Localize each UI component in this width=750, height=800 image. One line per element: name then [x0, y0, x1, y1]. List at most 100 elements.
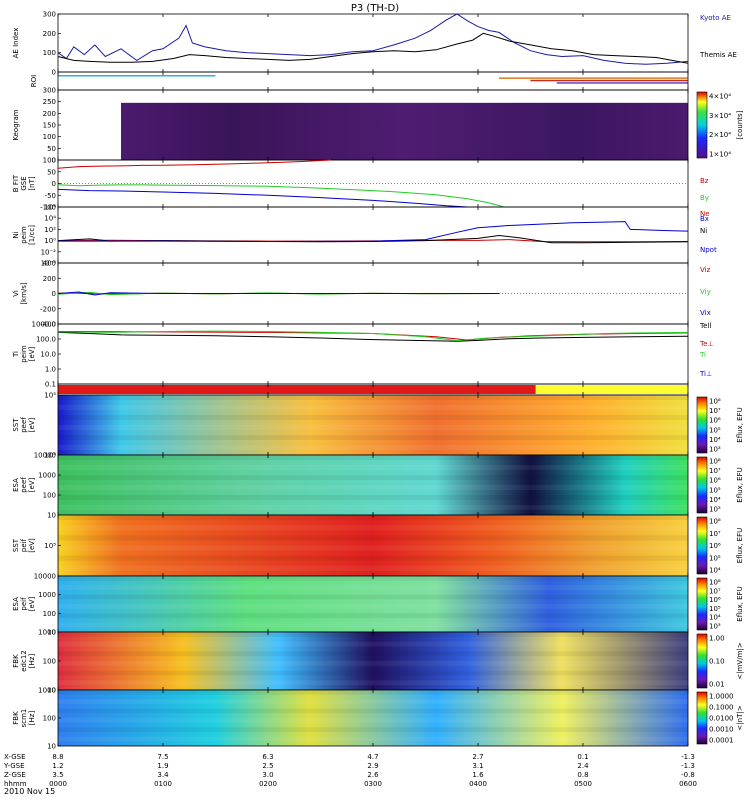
spectrogram-band: [58, 505, 688, 510]
ephemeris-value: 2.6: [367, 771, 379, 779]
ephemeris-value: 3.0: [262, 771, 273, 779]
colorbar-tick-label: 1.0000: [709, 693, 734, 701]
colorbar-tick-label: 0.0010: [709, 726, 734, 734]
y-axis-label: FBK: [12, 711, 20, 725]
spectrogram-band: [58, 641, 688, 647]
ephemeris-value: 0.1: [577, 753, 588, 761]
y-tick-label: 250: [43, 98, 56, 106]
y-axis-label: ROI: [30, 75, 38, 87]
y-tick-label: 10: [47, 687, 56, 695]
colorbar: [696, 633, 708, 689]
spectrogram-band: [58, 708, 688, 714]
ephemeris-value: 8.8: [52, 753, 63, 761]
y-axis-label: [eV]: [28, 346, 36, 361]
colorbar-tick-label: 10⁸: [709, 518, 721, 526]
spectrogram-band: [58, 545, 688, 551]
series-line: [58, 221, 689, 243]
series-line: [57, 188, 468, 208]
y-axis-label: GSE: [20, 176, 28, 190]
colorbar-tick-label: 10³: [709, 506, 721, 514]
colorbar-tick-label: 10⁷: [709, 407, 721, 415]
colorbar-tick-label: 10⁵: [709, 605, 721, 613]
y-axis-label: [Hz]: [28, 654, 36, 669]
colorbar-tick-label: 10⁸: [709, 458, 721, 466]
series-line: [57, 32, 689, 64]
colorbar-tick-label: 4×10⁴: [709, 93, 731, 101]
series-line: [57, 331, 689, 342]
y-axis-label: B FIT: [12, 174, 20, 192]
y-tick-label: 1000: [38, 472, 56, 480]
ephemeris-value: 0.8: [577, 771, 588, 779]
y-tick-label: 10: [47, 629, 56, 637]
y-tick-label: 50: [47, 168, 56, 176]
legend-entry: Ni: [700, 227, 707, 235]
spectrogram-band: [58, 651, 688, 657]
spectrogram-image: [58, 395, 688, 455]
spectrogram-image: [58, 515, 688, 576]
spectrogram-band: [58, 495, 688, 500]
plot-title: P3 (TH-D): [351, 3, 399, 14]
y-tick-label: 400: [43, 260, 56, 268]
y-tick-label: 100: [43, 49, 56, 57]
colorbar-tick-label: 0.10: [709, 658, 725, 666]
spectrogram-band: [58, 405, 688, 410]
y-tick-label: 100: [43, 157, 56, 165]
spectrogram-band: [58, 585, 688, 590]
panel-fbk_e: FBK edc12 [Hz] 0.01 0.10 1.00 <|mV/m|> 10 100 100…: [12, 629, 744, 695]
panel-keogram: Keogram 1×10⁴ 2×10⁴ 3×10⁴ 4×10⁴ [counts] 0 50 10…: [12, 87, 744, 165]
ephemeris-row-label: Y-GSE: [3, 762, 25, 770]
legend-entry: Npot: [700, 246, 717, 254]
y-tick-label: 200: [43, 30, 56, 38]
y-tick-label: -50: [45, 192, 56, 200]
y-tick-label: 10: [47, 743, 56, 751]
colorbar: [696, 456, 708, 514]
colorbar-label: Eflux, EFU: [736, 586, 744, 621]
y-tick-label: 1000: [38, 591, 56, 599]
spectrogram-band: [58, 565, 688, 571]
y-axis-label: [eV]: [28, 538, 36, 553]
ephemeris-value: 0300: [364, 780, 382, 788]
colorbar-tick-label: 10⁶: [709, 477, 721, 485]
y-tick-label: 10000: [34, 452, 56, 460]
spectrogram-band: [58, 535, 688, 541]
y-tick-label: 10⁵: [44, 392, 56, 400]
colorbar: [696, 516, 708, 575]
y-tick-label: 10⁴: [44, 215, 56, 223]
colorbar: [696, 577, 708, 631]
legend-entry: Ti⊥: [699, 370, 712, 378]
ephemeris-value: 0200: [259, 780, 277, 788]
spectrogram-band: [58, 718, 688, 723]
spectrogram-band: [58, 445, 688, 450]
y-tick-label: 100: [43, 133, 56, 141]
ephemeris-value: 3.5: [52, 771, 63, 779]
y-axis-label: Ni: [12, 231, 20, 238]
spectrogram-band: [58, 604, 688, 609]
y-axis-label: [eV]: [28, 477, 36, 492]
y-axis-label: SST: [12, 538, 20, 552]
ephemeris-value: 1.9: [157, 762, 168, 770]
y-axis-label: [nT]: [28, 176, 36, 190]
spectrogram-band: [58, 465, 688, 470]
panel-bfit: B FIT GSE [nT] -100 -50 0 50 100 Bz By Bx: [12, 157, 709, 224]
y-tick-label: 10000: [34, 573, 56, 581]
legend-entry: Bz: [700, 177, 709, 185]
y-tick-label: 100: [43, 658, 56, 666]
legend-entry: Kyoto AE: [700, 14, 731, 22]
y-tick-label: 100.0: [36, 336, 56, 344]
colorbar-tick-label: 10⁸: [709, 579, 721, 587]
date-label: 2010 Nov 15: [4, 787, 55, 796]
y-tick-label: 0: [52, 157, 56, 165]
colorbar-label: Eflux, EFU: [736, 528, 744, 563]
y-tick-label: 10⁶: [44, 204, 56, 212]
y-tick-label: 100: [43, 492, 56, 500]
spectrogram-band: [58, 699, 688, 704]
spectrogram-image: [58, 690, 688, 746]
y-tick-label: 10: [47, 512, 56, 520]
y-tick-label: 100: [43, 610, 56, 618]
y-axis-label: peim: [20, 345, 28, 363]
keogram-image: [121, 102, 688, 160]
